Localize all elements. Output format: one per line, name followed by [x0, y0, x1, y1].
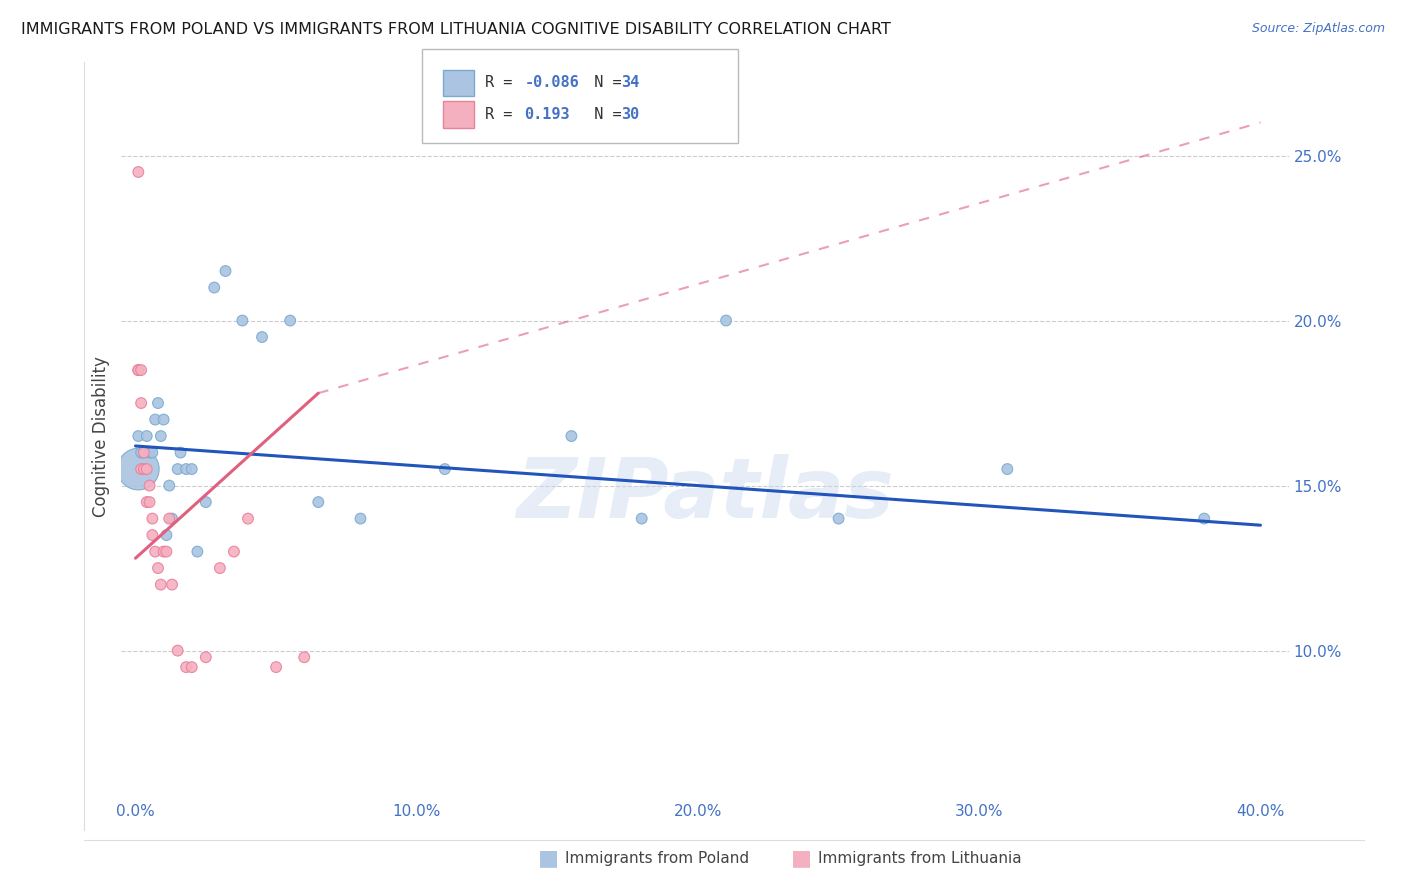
Point — [180, 462, 202, 476]
Text: R =: R = — [485, 76, 522, 90]
Point — [132, 462, 155, 476]
Point — [433, 462, 456, 476]
Point — [127, 165, 149, 179]
Text: ■: ■ — [792, 848, 811, 868]
Point — [138, 495, 160, 509]
Text: R =: R = — [485, 107, 530, 121]
Point — [138, 445, 160, 459]
Point — [127, 429, 149, 443]
Text: 30: 30 — [621, 107, 640, 121]
Point — [194, 650, 217, 665]
Text: N =: N = — [576, 107, 631, 121]
Text: Source: ZipAtlas.com: Source: ZipAtlas.com — [1251, 22, 1385, 36]
Point — [208, 561, 231, 575]
Point — [143, 412, 166, 426]
Point — [166, 643, 188, 657]
Point — [186, 544, 208, 558]
Point — [630, 511, 652, 525]
Point — [143, 544, 166, 558]
Point — [560, 429, 582, 443]
Text: ZIPatlas: ZIPatlas — [516, 454, 894, 534]
Point — [141, 511, 163, 525]
Point — [129, 396, 152, 410]
Point — [138, 478, 160, 492]
Point — [141, 528, 163, 542]
Point — [174, 660, 197, 674]
Text: Immigrants from Lithuania: Immigrants from Lithuania — [818, 851, 1022, 865]
Point — [146, 561, 169, 575]
Point — [157, 478, 180, 492]
Point — [166, 462, 188, 476]
Point — [995, 462, 1018, 476]
Point — [127, 462, 149, 476]
Point — [714, 313, 737, 327]
Point — [127, 363, 149, 377]
Point — [231, 313, 253, 327]
Point — [152, 412, 174, 426]
Text: IMMIGRANTS FROM POLAND VS IMMIGRANTS FROM LITHUANIA COGNITIVE DISABILITY CORRELA: IMMIGRANTS FROM POLAND VS IMMIGRANTS FRO… — [21, 22, 891, 37]
Point — [827, 511, 849, 525]
Point — [292, 650, 315, 665]
Text: 34: 34 — [621, 76, 640, 90]
Text: Immigrants from Poland: Immigrants from Poland — [565, 851, 749, 865]
Point — [129, 445, 152, 459]
Text: 0.193: 0.193 — [524, 107, 569, 121]
Point — [278, 313, 301, 327]
Point — [349, 511, 371, 525]
Point — [155, 544, 177, 558]
Text: ■: ■ — [538, 848, 558, 868]
Point — [132, 445, 155, 459]
Point — [132, 445, 155, 459]
Point — [146, 396, 169, 410]
Point — [129, 363, 152, 377]
Point — [149, 429, 172, 443]
Point — [152, 544, 174, 558]
Point — [157, 511, 180, 525]
Point — [174, 462, 197, 476]
Point — [307, 495, 329, 509]
Point — [180, 660, 202, 674]
Point — [236, 511, 259, 525]
Point — [202, 280, 225, 294]
Point — [155, 528, 177, 542]
Text: -0.086: -0.086 — [524, 76, 579, 90]
Point — [135, 429, 157, 443]
Point — [194, 495, 217, 509]
Point — [135, 462, 157, 476]
Point — [160, 577, 183, 591]
Point — [1192, 511, 1215, 525]
Point — [222, 544, 245, 558]
Point — [135, 495, 157, 509]
Text: N =: N = — [576, 76, 631, 90]
Point — [129, 462, 152, 476]
Point — [264, 660, 287, 674]
Point — [141, 445, 163, 459]
Point — [127, 363, 149, 377]
Point — [250, 330, 273, 344]
Point — [160, 511, 183, 525]
Y-axis label: Cognitive Disability: Cognitive Disability — [93, 356, 110, 516]
Point — [214, 264, 236, 278]
Point — [149, 577, 172, 591]
Point — [169, 445, 191, 459]
